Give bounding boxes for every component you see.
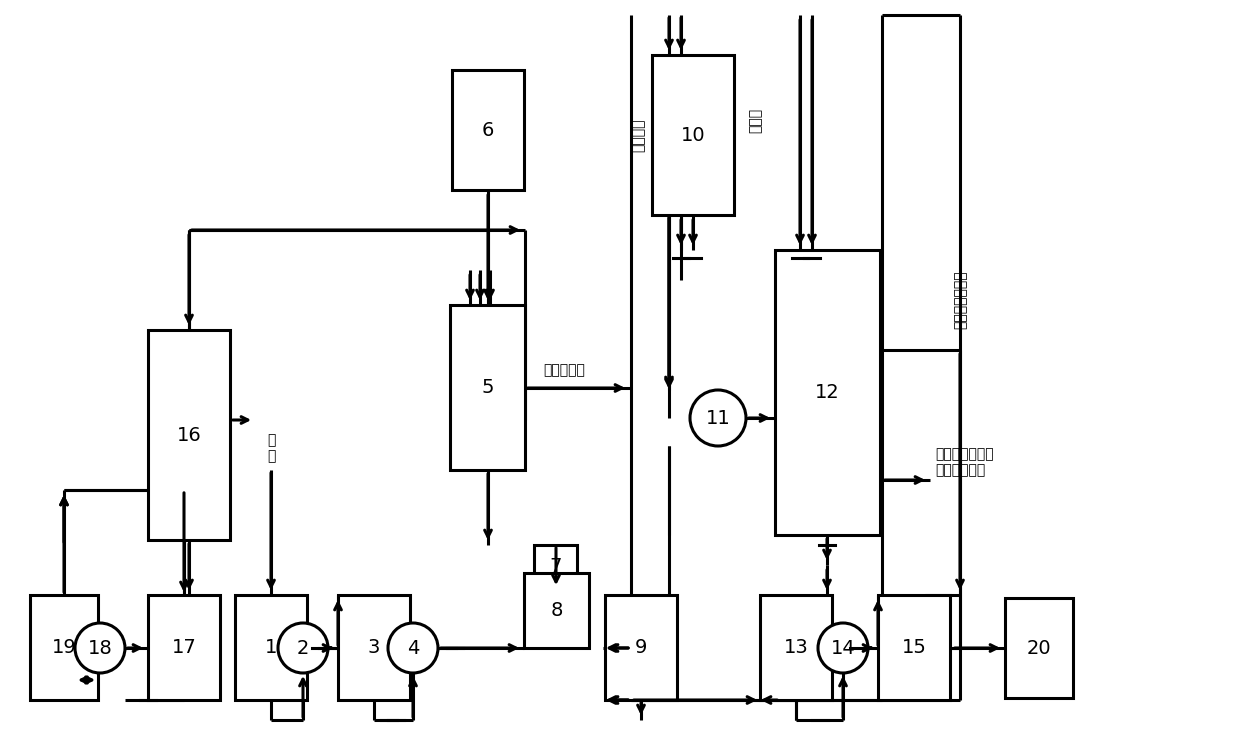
Text: 解析液: 解析液 — [748, 108, 763, 133]
Bar — [339, 595, 410, 700]
Bar — [534, 545, 577, 588]
Text: 9: 9 — [635, 638, 647, 657]
Text: 不合格吸附尾水: 不合格吸附尾水 — [954, 270, 967, 329]
Bar — [760, 595, 832, 700]
Circle shape — [689, 390, 746, 446]
Text: 20: 20 — [1027, 638, 1052, 657]
Bar — [775, 250, 880, 535]
Text: 7: 7 — [549, 557, 562, 576]
Text: 16: 16 — [176, 425, 201, 444]
Text: 11: 11 — [706, 408, 730, 427]
Bar — [453, 70, 525, 190]
Bar — [148, 330, 229, 540]
Bar — [605, 595, 677, 700]
Bar — [450, 305, 525, 470]
Circle shape — [74, 623, 125, 673]
Bar — [525, 573, 589, 648]
Text: 10: 10 — [681, 125, 706, 144]
Bar — [1004, 598, 1073, 698]
Bar — [652, 55, 734, 215]
Bar — [878, 595, 950, 700]
Bar — [236, 595, 308, 700]
Text: 13: 13 — [784, 638, 808, 657]
Text: 4: 4 — [407, 638, 419, 657]
Circle shape — [388, 623, 438, 673]
Text: 不合格滤液: 不合格滤液 — [543, 363, 585, 377]
Text: 1: 1 — [265, 638, 278, 657]
Text: 18: 18 — [88, 638, 113, 657]
Text: 合格吸附尾水去
硅胺吸附系统: 合格吸附尾水去 硅胺吸附系统 — [935, 447, 993, 477]
Circle shape — [818, 623, 868, 673]
Bar — [30, 595, 98, 700]
Text: 6: 6 — [482, 121, 495, 139]
Text: 12: 12 — [815, 383, 839, 402]
Text: 3: 3 — [368, 638, 381, 657]
Circle shape — [278, 623, 329, 673]
Text: 15: 15 — [901, 638, 926, 657]
Text: 合格滤液: 合格滤液 — [631, 118, 645, 152]
Text: 2: 2 — [296, 638, 309, 657]
Bar — [148, 595, 219, 700]
Text: 废
液: 废 液 — [267, 433, 275, 463]
Text: 19: 19 — [52, 638, 77, 657]
Text: 14: 14 — [831, 638, 856, 657]
Text: 17: 17 — [171, 638, 196, 657]
Text: 5: 5 — [481, 378, 494, 397]
Text: 8: 8 — [551, 601, 563, 620]
